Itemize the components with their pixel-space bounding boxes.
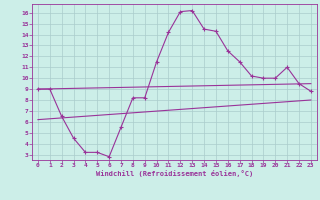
X-axis label: Windchill (Refroidissement éolien,°C): Windchill (Refroidissement éolien,°C)	[96, 170, 253, 177]
